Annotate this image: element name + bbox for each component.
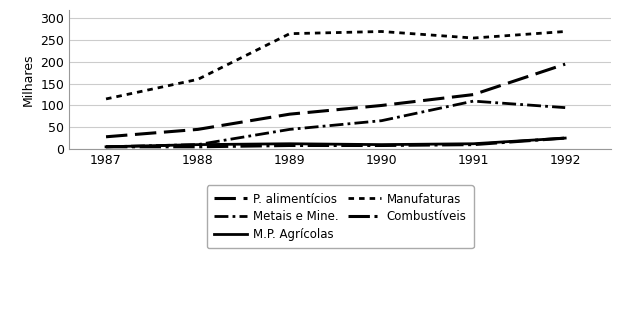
- Legend: P. alimentícios, Metais e Mine., M.P. Agrícolas, Manufaturas, Combustíveis: P. alimentícios, Metais e Mine., M.P. Ag…: [207, 186, 474, 248]
- Y-axis label: Milhares: Milhares: [22, 53, 35, 106]
